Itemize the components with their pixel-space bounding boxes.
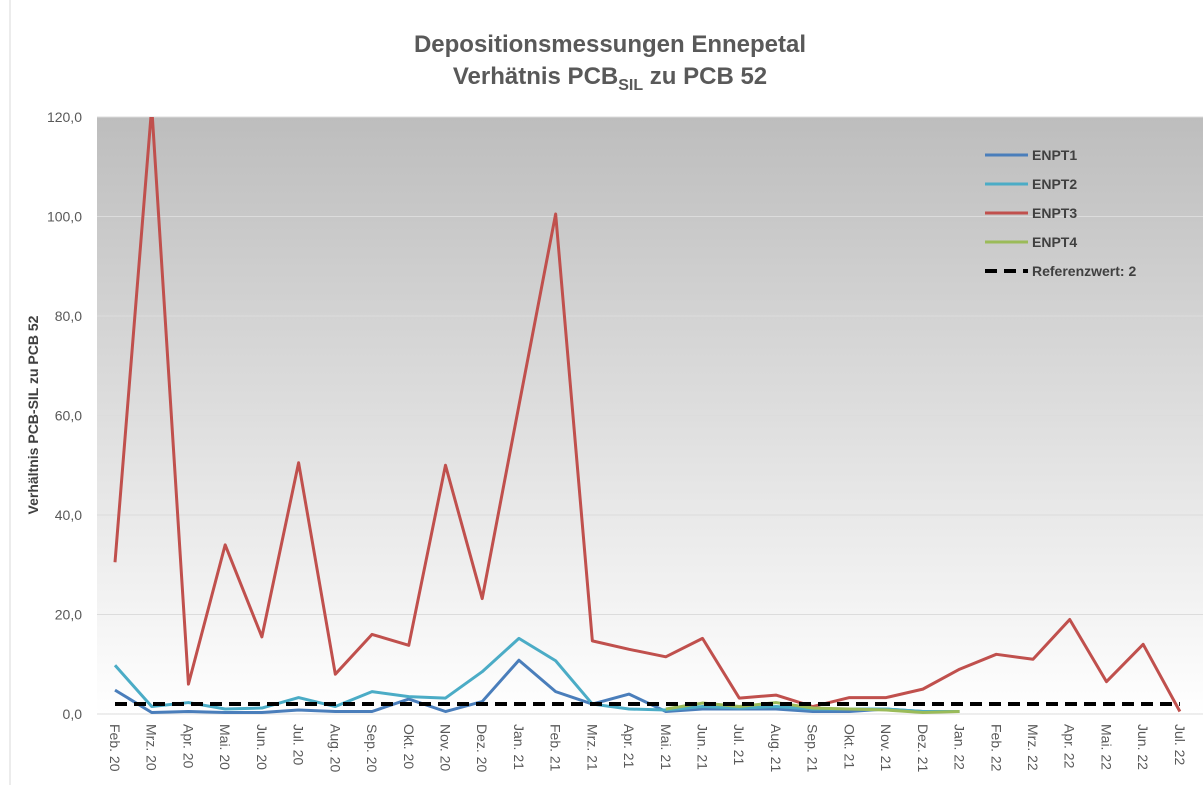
x-tick-label: Aug. 21 (768, 724, 784, 772)
x-tick-label: Sep. 21 (805, 724, 821, 772)
y-tick-label: 20,0 (55, 607, 82, 623)
x-tick-label: Jun. 21 (695, 724, 711, 770)
x-tick-label: Feb. 21 (548, 724, 564, 772)
legend-label: ENPT2 (1032, 176, 1077, 192)
x-tick-label: Mrz. 22 (1025, 724, 1041, 771)
y-axis-label: Verhältnis PCB-SIL zu PCB 52 (25, 315, 41, 514)
legend-label: ENPT1 (1032, 147, 1077, 163)
y-tick-label: 100,0 (47, 209, 82, 225)
x-tick-label: Mrz. 21 (584, 724, 600, 771)
x-tick-label: Nov. 20 (437, 724, 453, 771)
subtitle-part: Verhätnis PCB (453, 63, 618, 90)
chart-subtitle: Verhätnis PCBSIL zu PCB 52 (453, 63, 767, 94)
y-tick-label: 40,0 (55, 507, 82, 523)
x-tick-label: Sep. 20 (364, 724, 380, 772)
series-group (113, 117, 1182, 715)
x-tick-label: Okt. 21 (841, 724, 857, 769)
x-tick-label: Jul. 21 (731, 724, 747, 765)
x-tick-label: Jun. 20 (254, 724, 270, 770)
x-tick-label: Jul. 22 (1172, 724, 1188, 765)
legend-label: ENPT4 (1032, 234, 1077, 250)
x-tick-label: Feb. 22 (988, 724, 1004, 772)
x-tick-label: Apr. 20 (180, 724, 196, 769)
y-tick-label: 60,0 (55, 408, 82, 424)
x-tick-label: Apr. 22 (1062, 724, 1078, 769)
legend-label: ENPT3 (1032, 205, 1077, 221)
chart-title: Depositionsmessungen Ennepetal (414, 31, 806, 58)
x-tick-label: Jan. 21 (511, 724, 527, 770)
legend-label: Referenzwert: 2 (1032, 263, 1136, 279)
subtitle-part: zu PCB 52 (643, 63, 767, 90)
x-tick-label: Jan. 22 (952, 724, 968, 770)
y-tick-label: 80,0 (55, 308, 82, 324)
y-tick-label: 120,0 (47, 109, 82, 125)
x-tick-label: Jul. 20 (291, 724, 307, 765)
series-line (113, 117, 1182, 713)
x-tick-label: Jun. 22 (1135, 724, 1151, 770)
x-tick-label: Mai. 20 (217, 724, 233, 770)
series-line (114, 658, 960, 715)
x-tick-label: Dez. 21 (915, 724, 931, 772)
x-tick-label: Feb. 20 (107, 724, 123, 772)
x-tick-label: Mai. 21 (658, 724, 674, 770)
x-tick-label: Apr. 21 (621, 724, 637, 769)
x-tick-label: Nov. 21 (878, 724, 894, 771)
x-tick-label: Okt. 20 (401, 724, 417, 769)
x-tick-label: Mrz. 20 (144, 724, 160, 771)
x-tick-label: Aug. 20 (327, 724, 343, 772)
subtitle-subscript: SIL (618, 77, 643, 94)
x-tick-label: Dez. 20 (474, 724, 490, 772)
y-tick-label: 0,0 (63, 706, 83, 722)
x-tick-label: Mai. 22 (1098, 724, 1114, 770)
